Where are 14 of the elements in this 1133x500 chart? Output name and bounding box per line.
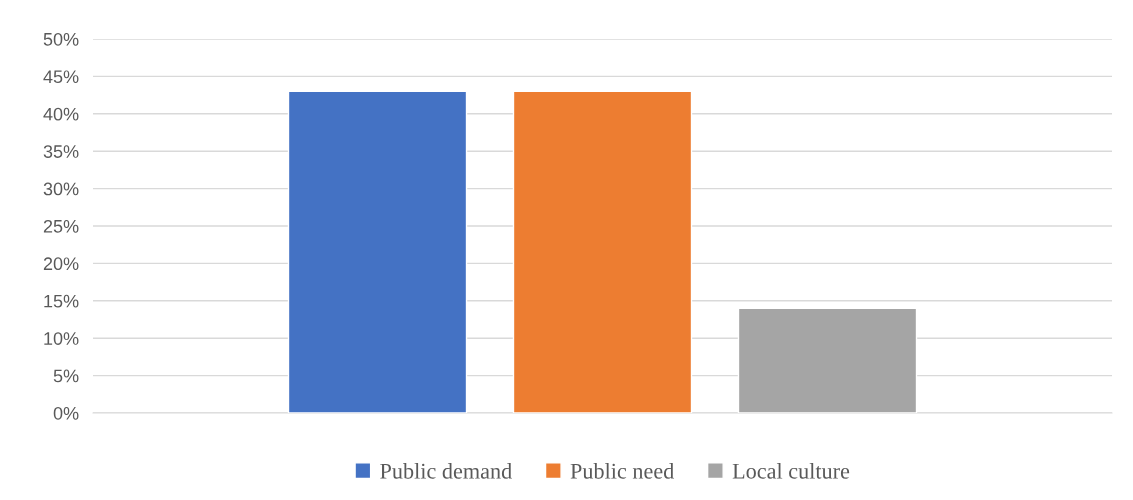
- y-tick-label: 25%: [43, 219, 79, 233]
- legend-label: Local culture: [732, 463, 850, 479]
- legend-label: Public need: [570, 463, 675, 479]
- y-tick-label: 10%: [44, 332, 79, 345]
- y-tick-label: 40%: [43, 107, 79, 121]
- y-tick-label: 15%: [44, 294, 79, 308]
- y-tick-label: 45%: [43, 70, 79, 84]
- y-tick-label: 50%: [43, 32, 79, 46]
- y-tick-label: 5%: [53, 369, 79, 383]
- y-tick-label: 0%: [53, 406, 79, 420]
- legend-label: Public demand: [380, 463, 512, 479]
- y-tick-label: 30%: [43, 182, 79, 196]
- y-tick-label: 35%: [43, 145, 79, 158]
- y-tick-label: 20%: [43, 257, 79, 271]
